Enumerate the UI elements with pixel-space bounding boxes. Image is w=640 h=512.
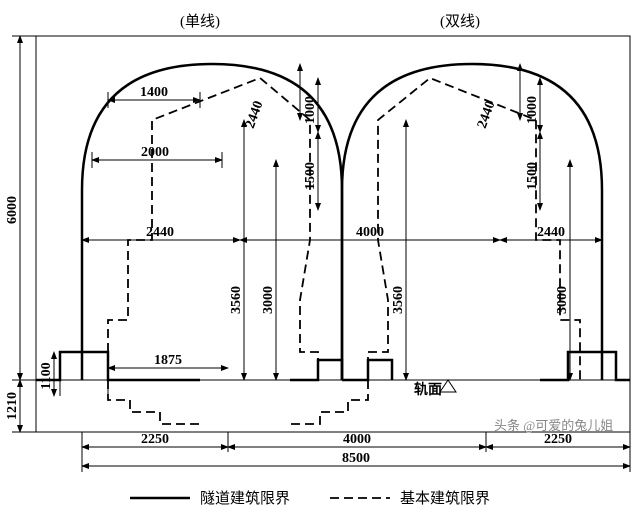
step-left-inner <box>60 380 108 396</box>
dim-2440r: 2440 <box>537 225 565 240</box>
dim-1210: 1210 <box>5 392 20 420</box>
dim-2250l: 2250 <box>141 432 169 447</box>
dim-2440v-l: 2440 <box>243 99 267 130</box>
dim-2250r: 2250 <box>544 432 572 447</box>
dim-1500r: 1500 <box>525 162 540 190</box>
basic-right-steps <box>290 380 368 424</box>
title-left: (单线) <box>180 13 220 30</box>
dim-1500l: 1500 <box>303 162 318 190</box>
dim-1875: 1875 <box>154 353 182 368</box>
dim-1100: 1100 <box>39 362 54 389</box>
legend-dash-text: 基本建筑限界 <box>400 490 490 507</box>
step-mid-l <box>290 360 342 380</box>
dim-8500: 8500 <box>342 451 370 466</box>
dim-3560r: 3560 <box>391 286 406 314</box>
legend-solid-text: 隧道建筑限界 <box>200 490 290 507</box>
dim-6000: 6000 <box>5 196 20 224</box>
dim-2440l: 2440 <box>146 225 174 240</box>
basic-left <box>108 78 318 380</box>
dim-3000r: 3000 <box>555 286 570 314</box>
rail-label: 轨面 <box>414 381 442 398</box>
basic-left-steps <box>108 380 200 424</box>
step-mid-r <box>342 360 392 380</box>
dim-4000b: 4000 <box>343 432 371 447</box>
tunnel-right-outline <box>342 64 602 380</box>
dim-4000m: 4000 <box>356 225 384 240</box>
step-right <box>540 352 630 380</box>
tunnel-diagram: (单线) (双线) 轨面 6000 1210 1100 1400 2000 24… <box>0 0 640 512</box>
title-right: (双线) <box>440 13 480 30</box>
dim-2440v-r: 2440 <box>475 99 499 130</box>
dim-3560: 3560 <box>229 286 244 314</box>
dim-3000l: 3000 <box>261 286 276 314</box>
dim-1000r: 1000 <box>525 96 540 124</box>
dim-1000l: 1000 <box>303 96 318 124</box>
dim-2000: 2000 <box>141 145 169 160</box>
dim-1400: 1400 <box>140 85 168 100</box>
rail-marker <box>440 380 456 392</box>
watermark: 头条 @可爱的兔儿姐 <box>494 418 613 433</box>
